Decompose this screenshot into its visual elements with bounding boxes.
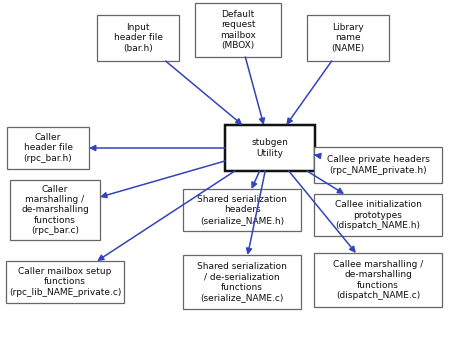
FancyBboxPatch shape [195,3,281,57]
Text: Default
request
mailbox
(MBOX): Default request mailbox (MBOX) [220,10,256,50]
Text: Callee private headers
(rpc_NAME_private.h): Callee private headers (rpc_NAME_private… [327,155,429,175]
FancyBboxPatch shape [307,15,389,61]
Text: Caller
header file
(rpc_bar.h): Caller header file (rpc_bar.h) [23,133,72,163]
FancyBboxPatch shape [183,189,301,231]
Text: Input
header file
(bar.h): Input header file (bar.h) [113,23,162,53]
FancyBboxPatch shape [314,147,442,183]
Text: Shared serialization
/ de-serialization
functions
(serialize_NAME.c): Shared serialization / de-serialization … [197,262,287,302]
FancyBboxPatch shape [183,255,301,309]
FancyBboxPatch shape [97,15,179,61]
Text: Callee marshalling /
de-marshalling
functions
(dispatch_NAME.c): Callee marshalling / de-marshalling func… [333,260,423,300]
FancyBboxPatch shape [10,180,100,240]
FancyBboxPatch shape [314,194,442,236]
Text: Library
name
(NAME): Library name (NAME) [331,23,364,53]
Text: Callee initialization
prototypes
(dispatch_NAME.h): Callee initialization prototypes (dispat… [334,200,422,230]
Text: Shared serialization
headers
(serialize_NAME.h): Shared serialization headers (serialize_… [197,195,287,225]
Text: stubgen
Utility: stubgen Utility [252,138,288,158]
FancyBboxPatch shape [225,125,315,171]
FancyBboxPatch shape [314,253,442,307]
FancyBboxPatch shape [6,261,124,303]
Text: Caller mailbox setup
functions
(rpc_lib_NAME_private.c): Caller mailbox setup functions (rpc_lib_… [9,267,121,297]
Text: Caller
marshalling /
de-marshalling
functions
(rpc_bar.c): Caller marshalling / de-marshalling func… [21,185,89,235]
FancyBboxPatch shape [7,127,89,169]
